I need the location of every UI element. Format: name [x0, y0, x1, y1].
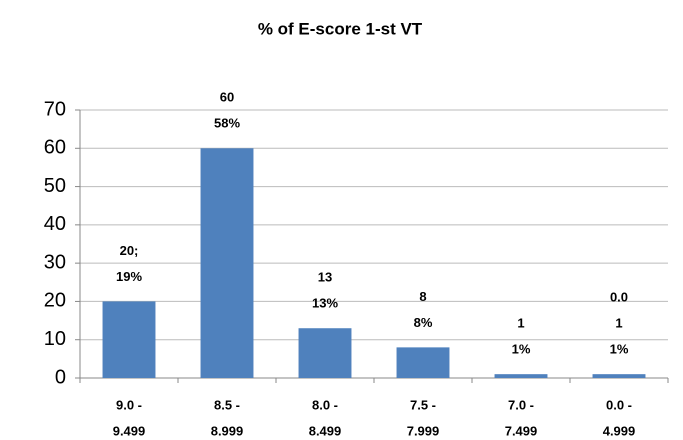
- bar: [396, 347, 450, 378]
- data-label: 13: [318, 270, 332, 285]
- data-label: 8: [419, 289, 426, 304]
- data-label: 1: [615, 316, 622, 331]
- data-label: 13%: [312, 296, 338, 311]
- y-tick-label: 20: [44, 290, 66, 312]
- x-tick-label: 7.499: [505, 423, 538, 438]
- x-tick-label: 8.999: [211, 423, 244, 438]
- y-tick-label: 40: [44, 213, 66, 235]
- x-tick-label: 7.0 -: [508, 397, 534, 412]
- x-tick-label: 8.499: [309, 423, 342, 438]
- data-label: 8%: [414, 315, 433, 330]
- x-tick-label: 7.999: [407, 423, 440, 438]
- bar: [102, 301, 156, 378]
- y-tick-label: 10: [44, 328, 66, 350]
- bar: [494, 374, 548, 378]
- chart-title: % of E-score 1-st VT: [258, 19, 423, 38]
- x-tick-label: 4.999: [603, 423, 636, 438]
- x-tick-label: 8.0 -: [312, 397, 338, 412]
- bar: [298, 328, 352, 378]
- data-label: 20;: [120, 243, 139, 258]
- x-tick-label: 7.5 -: [410, 397, 436, 412]
- data-label: 58%: [214, 116, 240, 131]
- bar: [592, 374, 646, 378]
- y-tick-label: 70: [44, 98, 66, 120]
- x-tick-label: 8.5 -: [214, 397, 240, 412]
- data-label: 1%: [610, 342, 629, 357]
- x-tick-label: 0.0 -: [606, 397, 632, 412]
- data-label: 19%: [116, 269, 142, 284]
- y-tick-label: 50: [44, 175, 66, 197]
- x-tick-label: 9.0 -: [116, 397, 142, 412]
- y-tick-label: 30: [44, 251, 66, 273]
- data-label: 1%: [512, 342, 531, 357]
- y-tick-label: 60: [44, 137, 66, 159]
- x-tick-label: 9.499: [113, 423, 146, 438]
- bar: [200, 148, 254, 378]
- y-tick-label: 0: [55, 366, 66, 388]
- data-label: 60: [220, 90, 234, 105]
- data-label: 1: [517, 316, 524, 331]
- data-label: 0.0: [610, 290, 628, 305]
